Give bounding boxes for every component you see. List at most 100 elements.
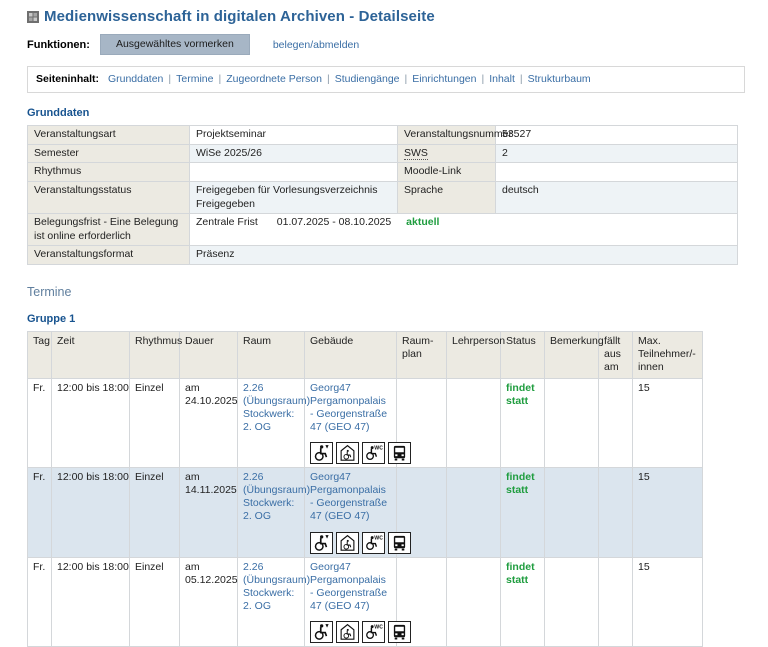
termin-tag: Fr. <box>27 467 52 558</box>
termin-gebaeude: Georg47 Pergamonpalais - Georgenstraße 4… <box>304 467 411 558</box>
frist-art: Zentrale Frist <box>196 216 258 229</box>
wheelchair-elevator-icon[interactable] <box>336 442 359 464</box>
veranstaltungsformat-label: Veranstaltungsformat <box>27 245 190 266</box>
wheelchair-wc-icon[interactable] <box>362 531 385 554</box>
frist-status-badge: aktuell <box>406 216 440 229</box>
termin-zeit: 12:00 bis 18:00 <box>51 467 130 558</box>
toc-link-inhalt[interactable]: Inhalt <box>489 73 515 85</box>
termine-header-row: Tag Zeit Rhythmus Dauer Raum Gebäude Rau… <box>27 331 703 379</box>
belegen-abmelden-link[interactable]: belegen/abmelden <box>272 38 360 51</box>
veranstaltungsnummer-label: Veranstaltungsnummer <box>397 125 512 145</box>
toc-separator: | <box>168 73 172 85</box>
termin-bemerkung <box>544 377 599 468</box>
termin-tag: Fr. <box>27 377 52 468</box>
termin-lehrperson <box>446 377 501 468</box>
toc-link-grunddaten[interactable]: Grunddaten <box>107 73 164 85</box>
bus-icon[interactable] <box>388 621 411 643</box>
termine-heading: Termine <box>27 285 72 300</box>
termine-table: Tag Zeit Rhythmus Dauer Raum Gebäude Rau… <box>27 331 703 647</box>
toc-link-zugeordnete-person[interactable]: Zugeordnete Person <box>226 73 322 85</box>
accessibility-icons <box>310 442 411 464</box>
col-zeit: Zeit <box>51 331 130 379</box>
toc-separator: | <box>481 73 485 85</box>
termin-lehrperson <box>446 467 501 558</box>
gebaeude-link[interactable]: Georg47 Pergamonpalais - Georgenstraße 4… <box>310 560 388 612</box>
col-raumplan: Raum-plan <box>396 331 447 379</box>
wheelchair-elevator-icon[interactable] <box>336 621 359 643</box>
wheelchair-entrance-icon[interactable] <box>310 531 333 554</box>
gruppe-heading: Gruppe 1 <box>27 313 76 326</box>
termin-gebaeude: Georg47 Pergamonpalais - Georgenstraße 4… <box>304 556 411 647</box>
termin-faellt-aus-am <box>598 556 633 647</box>
gebaeude-link[interactable]: Georg47 Pergamonpalais - Georgenstraße 4… <box>310 381 388 433</box>
termin-dauer: am 05.12.2025 <box>179 556 238 647</box>
belegungsfrist-value: Zentrale Frist 01.07.2025 - 08.10.2025 a… <box>189 213 738 247</box>
status-badge: findet statt <box>506 471 535 497</box>
termin-bemerkung <box>544 467 599 558</box>
veranstaltungsstatus-label: Veranstaltungsstatus <box>27 180 190 215</box>
veranstaltungsart-label: Veranstaltungsart <box>27 125 190 145</box>
toc-link-einrichtungen[interactable]: Einrichtungen <box>412 73 477 85</box>
sprache-label: Sprache <box>397 180 496 215</box>
termin-rhythmus: Einzel <box>129 556 180 647</box>
wheelchair-elevator-icon[interactable] <box>336 531 359 554</box>
gebaeude-link[interactable]: Georg47 Pergamonpalais - Georgenstraße 4… <box>310 471 388 523</box>
termin-row: Fr. 12:00 bis 18:00 Einzel am 05.12.2025… <box>27 556 703 647</box>
semester-value: WiSe 2025/26 <box>189 143 398 164</box>
toc-link-studiengaenge[interactable]: Studiengänge <box>334 73 400 85</box>
col-dauer: Dauer <box>179 331 238 379</box>
toc-separator: | <box>404 73 408 85</box>
toc-link-strukturbaum[interactable]: Strukturbaum <box>527 73 591 85</box>
sprache-value: deutsch <box>495 180 738 215</box>
termin-rhythmus: Einzel <box>129 467 180 558</box>
vormerken-button[interactable]: Ausgewähltes vormerken <box>99 34 250 55</box>
wheelchair-wc-icon[interactable] <box>362 621 385 643</box>
raum-link[interactable]: 2.26 (Übungsraum) Stockwerk: 2. OG <box>243 560 311 612</box>
bus-icon[interactable] <box>388 442 411 464</box>
veranstaltungsnummer-value: 53527 <box>495 125 738 145</box>
status-badge: findet statt <box>506 381 535 407</box>
veranstaltungsart-value: Projektseminar <box>189 125 398 145</box>
col-status: Status <box>500 331 545 379</box>
termin-tag: Fr. <box>27 556 52 647</box>
bus-icon[interactable] <box>388 531 411 554</box>
wheelchair-entrance-icon[interactable] <box>310 621 333 643</box>
termin-max-teilnehmer: 15 <box>632 467 703 558</box>
toc-link-termine[interactable]: Termine <box>176 73 214 85</box>
wheelchair-wc-icon[interactable] <box>362 442 385 464</box>
col-rhythmus: Rhythmus <box>129 331 182 379</box>
moodle-link-label: Moodle-Link <box>397 162 496 182</box>
table-row: Veranstaltungsart Projektseminar Veranst… <box>27 125 738 145</box>
table-row: Veranstaltungsformat Präsenz <box>27 245 738 266</box>
table-row: Rhythmus Moodle-Link <box>27 162 738 182</box>
table-row: Belegungsfrist - Eine Belegung ist onlin… <box>27 213 738 247</box>
col-bemerkung: Bemerkung <box>544 331 604 379</box>
grunddaten-heading: Grunddaten <box>27 107 90 119</box>
raum-link[interactable]: 2.26 (Übungsraum) Stockwerk: 2. OG <box>243 471 311 523</box>
accessibility-icons <box>310 531 411 554</box>
toc-label: Seiteninhalt: <box>36 73 100 85</box>
rhythmus-value <box>189 162 398 182</box>
termin-row: Fr. 12:00 bis 18:00 Einzel am 24.10.2025… <box>27 377 703 468</box>
termin-dauer: am 24.10.2025 <box>179 377 238 468</box>
page-contents-nav: Seiteninhalt: Grunddaten | Termine | Zugeord… <box>27 66 745 93</box>
raum-link[interactable]: 2.26 (Übungsraum) Stockwerk: 2. OG <box>243 381 311 433</box>
toc-separator: | <box>519 73 523 85</box>
accessibility-icons <box>310 621 411 643</box>
frist-zeitraum: 01.07.2025 - 08.10.2025 <box>276 216 392 229</box>
veranstaltungsformat-value: Präsenz <box>189 245 738 266</box>
col-raum: Raum <box>237 331 305 379</box>
termin-faellt-aus-am <box>598 377 633 468</box>
grunddaten-table: Veranstaltungsart Projektseminar Veranst… <box>27 125 738 266</box>
termin-max-teilnehmer: 15 <box>632 377 703 468</box>
termin-zeit: 12:00 bis 18:00 <box>51 377 130 468</box>
sws-value: 2 <box>495 143 738 164</box>
wheelchair-entrance-icon[interactable] <box>310 442 333 464</box>
col-faellt-aus-am: fällt aus am <box>598 331 633 379</box>
termin-lehrperson <box>446 556 501 647</box>
toc-separator: | <box>326 73 330 85</box>
rhythmus-label: Rhythmus <box>27 162 190 182</box>
course-icon <box>27 10 39 23</box>
termin-faellt-aus-am <box>598 467 633 558</box>
col-tag: Tag <box>27 331 52 379</box>
